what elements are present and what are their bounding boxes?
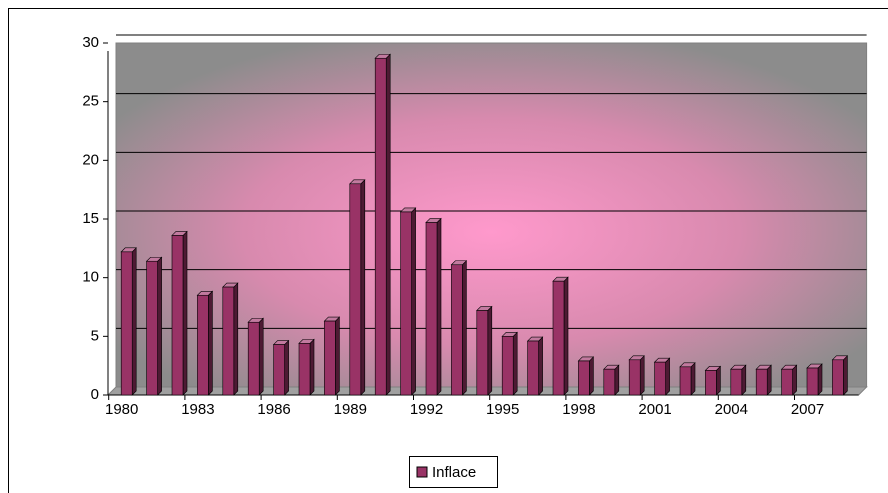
bar-side: [131, 247, 137, 396]
y-tick-label: 30: [82, 34, 99, 51]
x-tick-label: 1980: [105, 401, 138, 418]
bar: [527, 340, 539, 396]
bar: [146, 260, 158, 396]
y-tick-label: 0: [91, 386, 99, 403]
bar-side: [385, 53, 391, 396]
bar-side: [639, 355, 645, 396]
bar: [679, 366, 692, 396]
x-tick-label: 2007: [791, 401, 824, 418]
bar-side: [792, 364, 797, 396]
x-tick-label: 1986: [257, 401, 290, 418]
bar-side: [309, 338, 315, 396]
bar-side: [462, 260, 467, 396]
x-tick-label: 2004: [715, 401, 748, 418]
bar-side: [233, 282, 239, 396]
bar: [781, 368, 793, 396]
bar-side: [563, 276, 569, 396]
bar: [603, 368, 616, 396]
bar-side: [182, 230, 188, 396]
bar-side: [665, 357, 670, 396]
x-tick-label: 1995: [486, 401, 519, 418]
bar: [476, 310, 489, 396]
bar: [451, 264, 463, 396]
bar: [552, 280, 565, 396]
bar-side: [741, 364, 747, 396]
bar-side: [411, 207, 416, 396]
y-tick-label: 25: [82, 93, 99, 110]
bar-side: [335, 316, 340, 396]
y-tick-label: 10: [82, 269, 99, 286]
bar-side: [208, 290, 213, 396]
bar-side: [487, 305, 493, 396]
bar-side: [512, 331, 518, 396]
bar: [628, 359, 641, 396]
bar: [705, 370, 717, 396]
bar-side: [258, 317, 264, 396]
x-tick-label: 1989: [334, 401, 367, 418]
legend-label: Inflace: [432, 464, 476, 481]
bar: [374, 57, 387, 396]
y-tick-label: 15: [82, 210, 99, 227]
bar: [654, 361, 666, 396]
x-tick-label: 1983: [181, 401, 214, 418]
bar: [349, 183, 362, 396]
y-tick-label: 20: [82, 151, 99, 168]
bar: [298, 343, 311, 396]
y-tick-label: 5: [91, 327, 99, 344]
bar: [324, 320, 336, 396]
bar: [755, 368, 768, 396]
bar-side: [817, 363, 823, 396]
bar-side: [157, 256, 162, 396]
legend-swatch: [416, 466, 428, 478]
bar: [832, 359, 844, 396]
bar-side: [538, 336, 543, 396]
bar: [425, 222, 438, 396]
bar: [171, 235, 184, 396]
bar: [578, 360, 590, 396]
bar: [120, 251, 133, 396]
bar-side: [766, 364, 772, 396]
bar-side: [843, 355, 848, 396]
bar-side: [284, 339, 289, 396]
x-tick-label: 2001: [638, 401, 671, 418]
bar-side: [614, 364, 620, 396]
bar: [400, 211, 412, 396]
x-tick-label: 1998: [562, 401, 595, 418]
bar: [247, 321, 260, 396]
bar-side: [716, 365, 721, 396]
x-tick-label: 1992: [410, 401, 443, 418]
bar: [501, 336, 514, 396]
bar-side: [589, 356, 594, 396]
bar-side: [690, 362, 696, 396]
bar: [806, 367, 819, 396]
bar-side: [360, 179, 366, 396]
bar: [197, 294, 209, 396]
bar: [730, 368, 743, 396]
bar: [273, 344, 285, 396]
bar-side: [436, 217, 442, 396]
bar: [222, 286, 235, 396]
